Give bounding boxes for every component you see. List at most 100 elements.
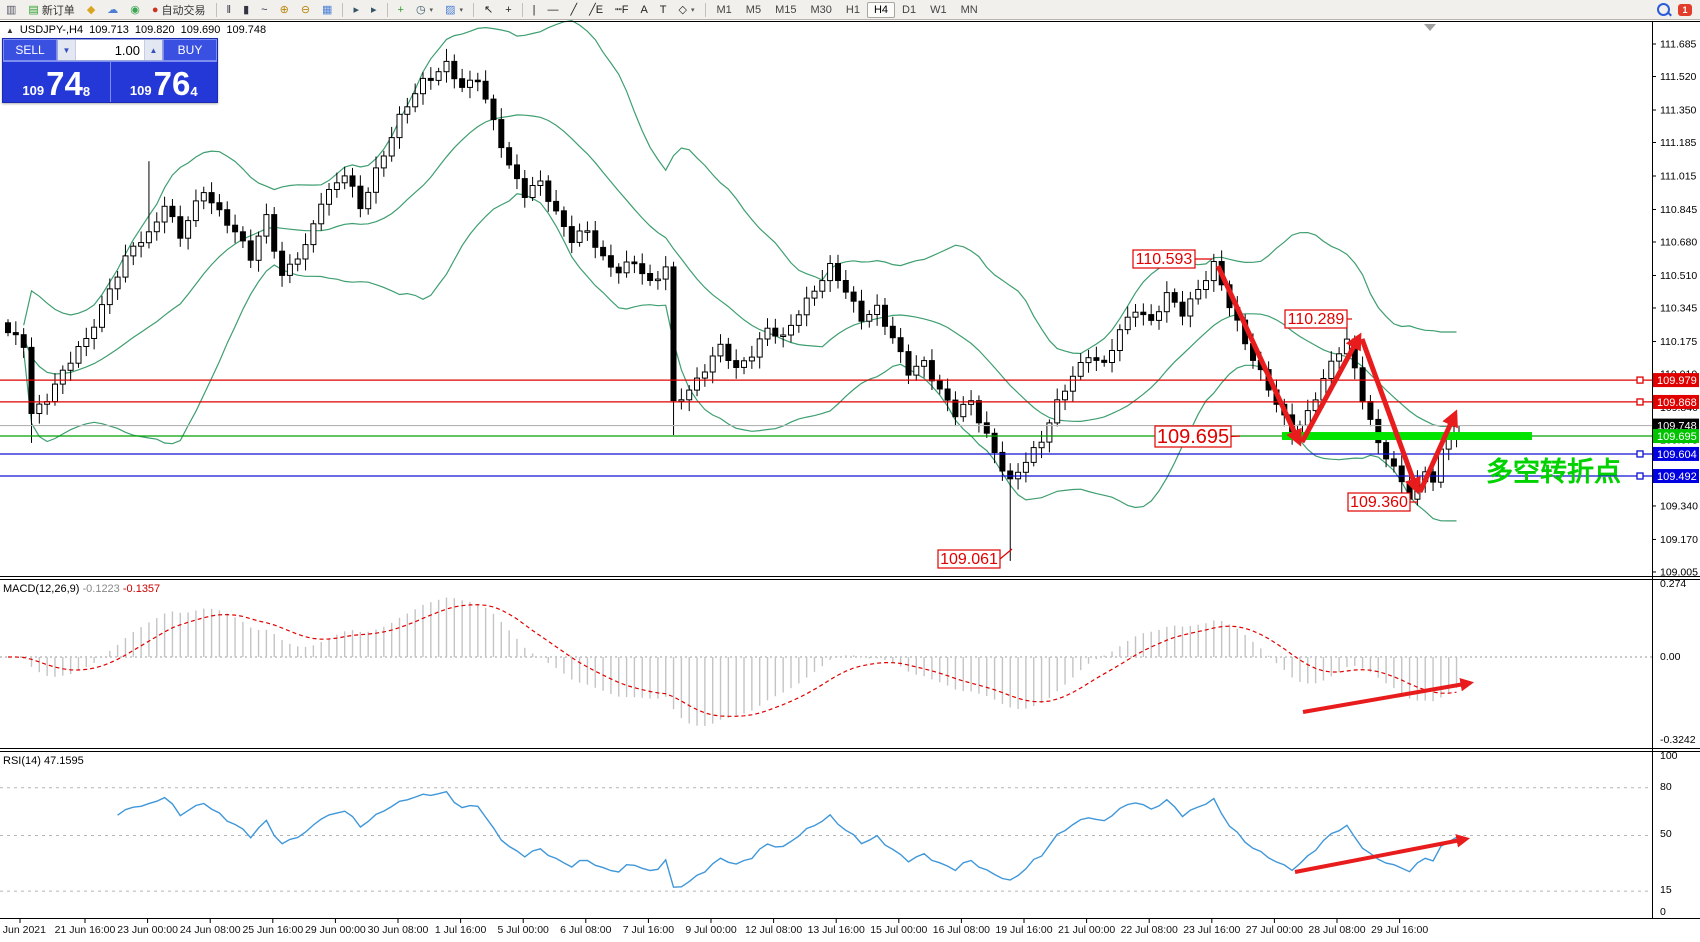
svg-text:19 Jul 16:00: 19 Jul 16:00: [995, 924, 1052, 936]
line-chart-icon[interactable]: ~: [256, 2, 272, 18]
sell-button[interactable]: SELL: [3, 39, 57, 61]
label-icon[interactable]: T: [655, 2, 672, 18]
svg-text:12 Jul 08:00: 12 Jul 08:00: [745, 924, 802, 936]
note-text[interactable]: 多空转折点: [1486, 456, 1621, 487]
shapes-icon[interactable]: ◇ ▾: [674, 2, 700, 18]
svg-text:111.185: 111.185: [1660, 137, 1697, 149]
add-indicator-icon[interactable]: +: [393, 2, 409, 18]
line-chart-icon: ~: [261, 3, 268, 16]
timeframe-d1-button[interactable]: D1: [902, 3, 917, 16]
level-line-handle[interactable]: [1636, 472, 1644, 480]
tile-windows-icon[interactable]: ▦: [317, 2, 337, 18]
timeframe-h4-button[interactable]: H4: [866, 1, 895, 18]
buy-price-prefix: 109: [129, 83, 152, 98]
text-icon: A: [640, 3, 648, 16]
support-zone-bar[interactable]: [1282, 432, 1532, 441]
toolbar-separator: [342, 2, 344, 17]
price-label-109.360[interactable]: 109.360: [1347, 492, 1418, 512]
timeframe-m5-button[interactable]: M5: [745, 3, 762, 16]
collapse-panel-icon[interactable]: ▲: [6, 25, 14, 35]
horizontal-line-icon[interactable]: —: [543, 2, 564, 18]
price-label-109.695[interactable]: 109.695: [1154, 425, 1241, 448]
fibonacci-icon: ┉F: [615, 3, 629, 16]
level-line-handle[interactable]: [1636, 398, 1644, 406]
trend-arrow-3[interactable]: [1359, 338, 1421, 495]
signals-icon: ◉: [130, 3, 140, 16]
svg-text:80: 80: [1660, 781, 1672, 793]
trendline-icon[interactable]: ╱: [566, 2, 583, 18]
buy-button[interactable]: BUY: [163, 39, 217, 61]
trend-arrow-1[interactable]: [1215, 264, 1302, 447]
candles: [5, 48, 1460, 561]
vertical-line-icon[interactable]: |: [528, 2, 541, 18]
period-selector-icon[interactable]: ◷ ▾: [411, 2, 438, 18]
volume-down-button[interactable]: ▼: [58, 40, 76, 60]
zoom-out-icon[interactable]: ⊖: [296, 2, 315, 18]
trend-arrow-4[interactable]: [1417, 409, 1458, 494]
new-order-button[interactable]: ▤ 新订单: [23, 0, 79, 20]
trend-arrow-2[interactable]: [1299, 332, 1362, 444]
price-label-109.061[interactable]: 109.061: [937, 548, 1013, 569]
price-label-110.289[interactable]: 110.289: [1284, 309, 1352, 329]
cursor-icon[interactable]: ↖: [479, 2, 498, 18]
timeframe-m1-button[interactable]: M1: [716, 3, 732, 16]
community-icon[interactable]: ☁: [102, 2, 123, 18]
level-line-handle[interactable]: [1636, 450, 1644, 458]
svg-text:110.845: 110.845: [1660, 204, 1697, 216]
one-click-trading-panel: SELL ▼ ▲ BUY 109 74 8 109 76 4: [2, 38, 218, 103]
timeframe-w1-button[interactable]: W1: [930, 3, 947, 16]
macd-pane: MACD(12,26,9) -0.1223 -0.1357 0.274 0.00 -0…: [0, 578, 1696, 746]
svg-text:109.492: 109.492: [1657, 471, 1697, 483]
shapes-icon: ◇: [678, 3, 687, 16]
text-icon[interactable]: A: [635, 2, 652, 18]
crosshair-icon[interactable]: +: [500, 2, 516, 18]
level-line-handle[interactable]: [1636, 376, 1644, 384]
buy-price[interactable]: 109 76 4: [110, 62, 217, 102]
rsi-arrow[interactable]: [1294, 834, 1471, 874]
svg-text:7 Jul 16:00: 7 Jul 16:00: [623, 924, 675, 936]
svg-text:109.868: 109.868: [1657, 397, 1697, 409]
autotrading-button[interactable]: ● 自动交易: [147, 0, 211, 20]
bar-chart-icon: ‖: [226, 3, 232, 16]
label-icon: T: [659, 3, 667, 16]
sell-price-prefix: 109: [22, 83, 45, 98]
template-icon[interactable]: ▨ ▾: [440, 2, 468, 18]
search-icon[interactable]: [1657, 3, 1670, 16]
price-label-110.593[interactable]: 110.593: [1132, 249, 1212, 269]
chart-shift-icon[interactable]: [1424, 24, 1436, 31]
profile-chart-icon: ▸: [370, 3, 377, 16]
svg-text:0: 0: [1660, 906, 1666, 918]
zoom-in-icon[interactable]: ⊕: [275, 2, 294, 18]
volume-up-button[interactable]: ▲: [144, 40, 162, 60]
svg-text:109.979: 109.979: [1657, 375, 1697, 387]
sell-price[interactable]: 109 74 8: [3, 62, 111, 102]
svg-text:28 Jul 08:00: 28 Jul 08:00: [1308, 924, 1365, 936]
timeframe-m15-button[interactable]: M15: [775, 3, 797, 16]
add-indicator-icon: +: [397, 3, 404, 16]
funds-icon[interactable]: ◆: [82, 2, 100, 18]
bollinger-middle-band: [23, 114, 1457, 427]
svg-text:109.695: 109.695: [1657, 431, 1697, 443]
next-chart-icon[interactable]: ▸: [348, 2, 364, 18]
svg-text:27 Jul 00:00: 27 Jul 00:00: [1246, 924, 1303, 936]
period-selector-icon: ◷: [415, 3, 426, 16]
funds-icon: ◆: [86, 3, 96, 16]
chart-window-icon[interactable]: ▥: [1, 2, 21, 18]
profile-chart-icon[interactable]: ▸: [366, 2, 382, 18]
timeframe-m30-button[interactable]: M30: [810, 3, 832, 16]
timeframe-mn-button[interactable]: MN: [960, 3, 978, 16]
channel-icon[interactable]: ╱E: [584, 2, 608, 18]
rsi-label: RSI(14) 47.1595: [3, 755, 84, 767]
fibonacci-icon[interactable]: ┉F: [610, 2, 633, 18]
notifications-icon[interactable]: 1: [1678, 3, 1692, 16]
macd-arrow[interactable]: [1302, 677, 1475, 714]
buy-price-big: 76: [153, 65, 191, 102]
timeframe-h1-button[interactable]: H1: [845, 3, 860, 16]
zoom-in-icon: ⊕: [279, 3, 289, 16]
ohlc-close: 109.748: [226, 24, 267, 36]
candlestick-icon[interactable]: ▮: [238, 2, 254, 18]
svg-text:109.061: 109.061: [940, 551, 998, 568]
volume-input[interactable]: [76, 40, 144, 60]
signals-icon[interactable]: ◉: [125, 2, 145, 18]
bar-chart-icon[interactable]: ‖: [222, 2, 237, 18]
